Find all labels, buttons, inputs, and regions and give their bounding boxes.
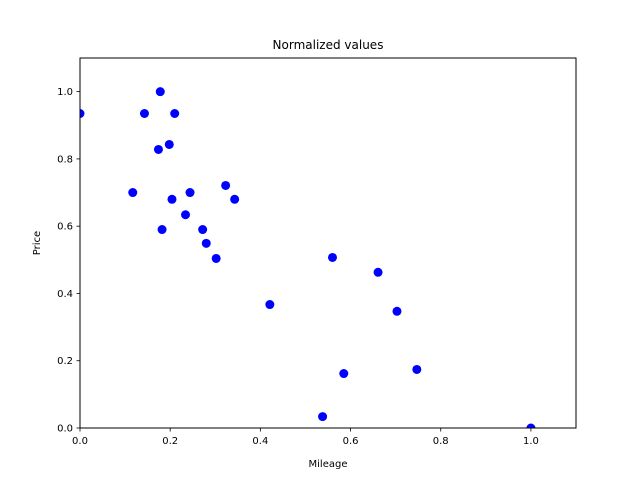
data-point xyxy=(157,225,167,235)
data-point xyxy=(139,109,149,118)
data-point xyxy=(167,194,177,204)
data-point xyxy=(392,306,402,316)
data-point xyxy=(170,109,180,118)
data-point xyxy=(526,423,536,428)
data-point xyxy=(185,188,195,198)
data-point xyxy=(328,252,338,262)
x-tick-label: 0.4 xyxy=(252,436,268,447)
plot-frame xyxy=(79,57,577,429)
data-point xyxy=(164,139,174,149)
y-tick-label: 0.0 xyxy=(57,424,73,435)
x-tick-label: 0.0 xyxy=(72,436,88,447)
x-tick-label: 0.6 xyxy=(343,436,359,447)
data-point xyxy=(128,188,138,198)
y-axis-label: Price xyxy=(32,231,43,255)
data-point xyxy=(153,144,163,154)
chart-title: Normalized values xyxy=(273,38,384,52)
data-point xyxy=(373,267,383,277)
x-tick-label: 0.8 xyxy=(433,436,449,447)
y-tick-label: 0.8 xyxy=(57,154,73,165)
data-point xyxy=(80,109,85,118)
data-point xyxy=(265,300,275,310)
data-point xyxy=(339,369,349,379)
data-point xyxy=(211,253,221,263)
data-point xyxy=(318,412,328,422)
data-point xyxy=(198,225,208,235)
data-point xyxy=(155,87,165,97)
y-tick-label: 0.4 xyxy=(57,289,73,300)
x-tick-label: 0.2 xyxy=(162,436,178,447)
y-tick-label: 1.0 xyxy=(57,87,73,98)
axis-ticks: 0.0 0.2 0.4 0.6 0.8 1.0 0.0 0.2 0.4 0.6 0.8 1.0 xyxy=(57,87,539,447)
data-point xyxy=(230,194,240,204)
data-point xyxy=(201,238,211,248)
data-point xyxy=(181,210,191,220)
data-points xyxy=(80,87,536,428)
data-point xyxy=(221,180,231,190)
y-tick-label: 0.6 xyxy=(57,222,73,233)
data-point xyxy=(412,364,422,374)
y-tick-label: 0.2 xyxy=(57,356,73,367)
x-tick-label: 1.0 xyxy=(523,436,539,447)
x-axis-label: Mileage xyxy=(309,459,348,470)
